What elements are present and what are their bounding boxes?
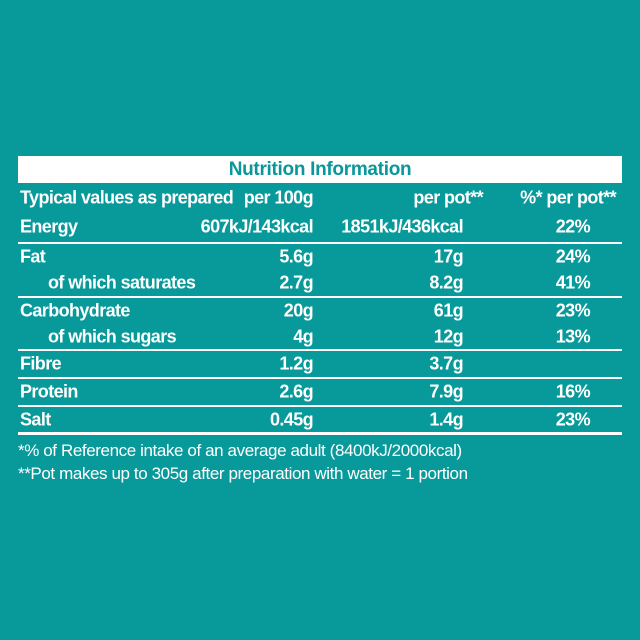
value-per-100g: 4g [293,326,313,346]
footnote-pot-preparation: **Pot makes up to 305g after preparation… [18,464,468,483]
value-pct-per-pot: 41% [555,272,591,293]
table-row-carbohydrate: Carbohydrate 20g 61g 23% [18,298,622,324]
table-row-sugars: of which sugars 4g 12g 13% [18,324,622,349]
value-per-pot: 3.7g [429,353,463,374]
value-per-100g: 0.45g [269,409,314,429]
footnote-reference-intake: *% of Reference intake of an average adu… [18,441,462,460]
table-bottom-divider [18,432,622,435]
nutrition-table-panel: Nutrition Information Typical values as … [18,156,622,485]
value-per-pot: 7.9g [429,381,463,402]
value-per-pot: 61g [433,300,464,321]
row-divider [18,405,622,407]
value-per-pot: 8.2g [429,272,463,293]
row-label: Carbohydrate [20,300,130,321]
row-divider [18,377,622,379]
header-typical-values: Typical values as prepared [20,187,234,207]
row-label: of which sugars [48,326,177,346]
value-pct-per-pot: 16% [555,381,591,402]
value-pct-per-pot: 22% [555,216,591,237]
table-row-energy: Energy 607kJ/143kcal 1851kJ/436kcal 22% [18,212,622,242]
row-divider [18,242,622,244]
table-row-salt: Salt 0.45g 1.4g 23% [18,407,622,432]
table-row-saturates: of which saturates 2.7g 8.2g 41% [18,270,622,296]
value-per-100g: 607kJ/143kcal [200,216,314,237]
table-row-fibre: Fibre 1.2g 3.7g [18,351,622,377]
table-row-protein: Protein 2.6g 7.9g 16% [18,379,622,405]
column-header-row: Typical values as prepared per 100g per … [18,183,622,212]
value-pct-per-pot: 24% [555,246,591,267]
table-row-fat: Fat 5.6g 17g 24% [18,244,622,270]
value-pct-per-pot: 23% [555,409,591,429]
value-per-100g: 20g [283,300,314,321]
row-label: Salt [20,409,51,429]
row-label: Protein [20,381,78,402]
row-divider [18,296,622,298]
row-label: of which saturates [48,272,196,293]
row-label: Energy [20,216,78,237]
value-pct-per-pot: 23% [555,300,591,321]
value-pct-per-pot: 13% [555,326,591,346]
footnotes: *% of Reference intake of an average adu… [18,439,622,485]
value-per-100g: 1.2g [279,353,313,374]
header-per-100g: per 100g [243,187,314,207]
table-title: Nutrition Information [228,159,412,180]
row-divider [18,349,622,351]
value-per-100g: 2.6g [279,381,313,402]
value-per-pot: 1.4g [429,409,463,429]
header-pct-per-pot: %* per pot** [520,187,616,207]
value-per-pot: 12g [433,326,464,346]
table-title-band: Nutrition Information [18,156,622,183]
value-per-100g: 2.7g [279,272,313,293]
value-per-pot: 17g [433,246,464,267]
value-per-pot: 1851kJ/436kcal [341,216,463,237]
row-label: Fibre [20,353,62,374]
header-per-pot: per pot** [413,187,483,207]
row-label: Fat [20,246,46,267]
value-per-100g: 5.6g [279,246,313,267]
